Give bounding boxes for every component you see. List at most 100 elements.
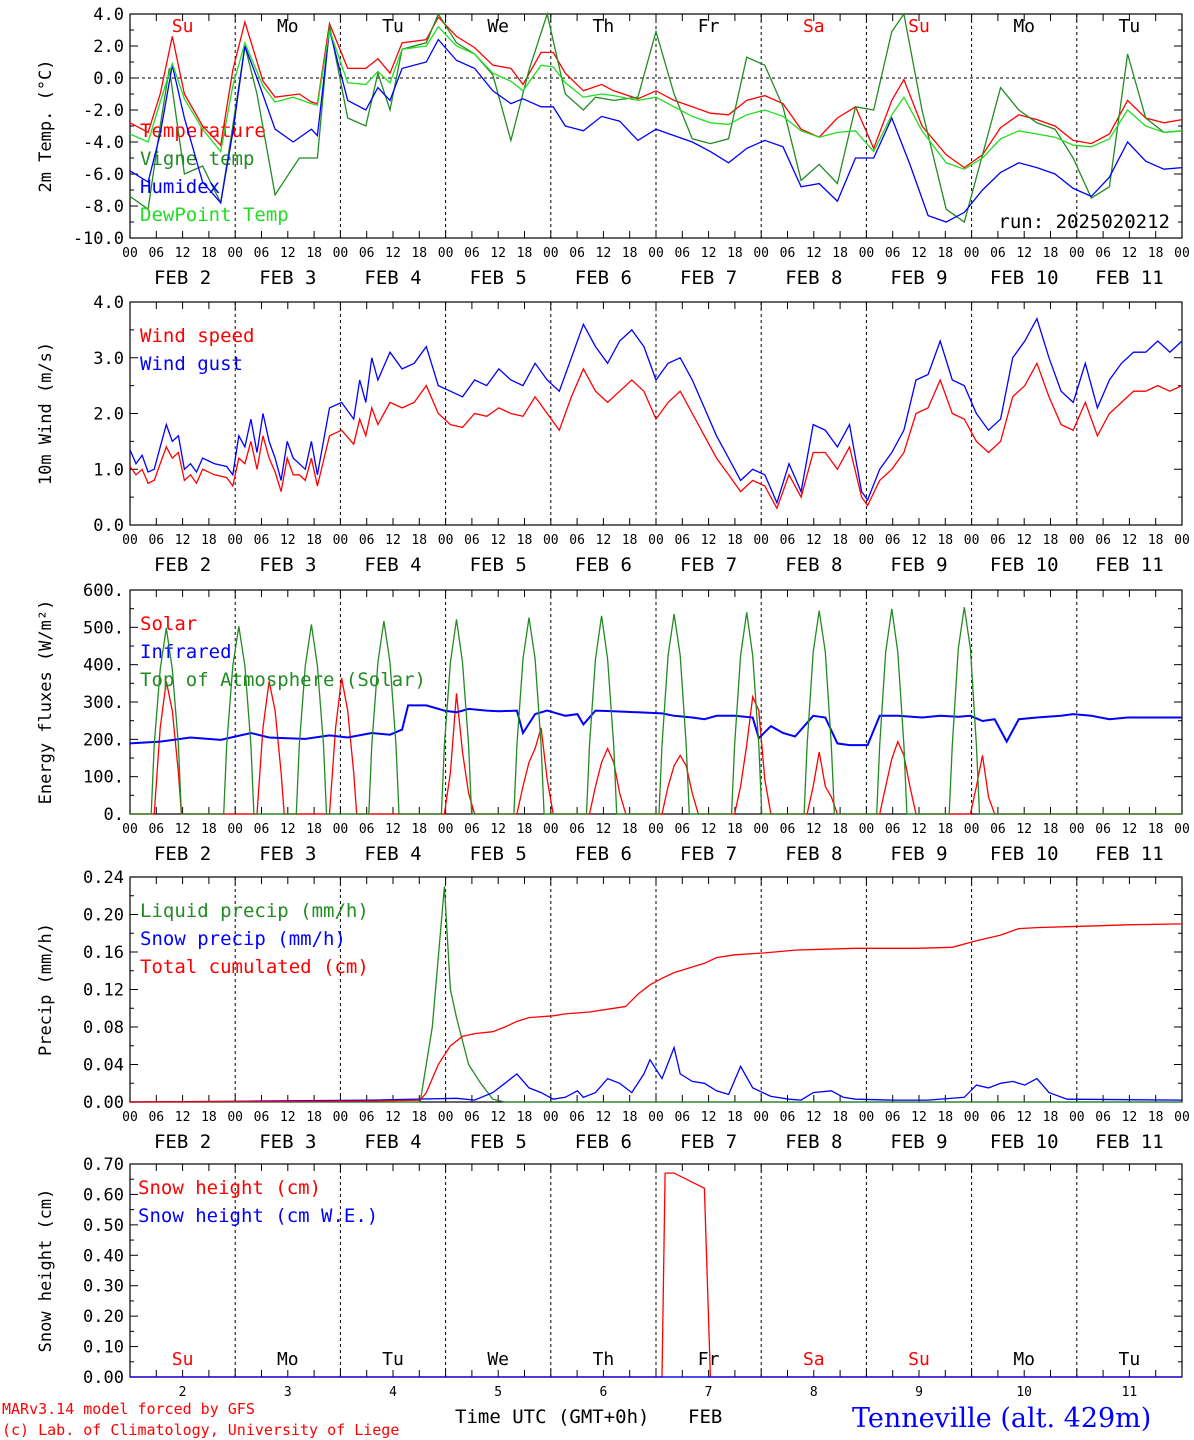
day-label: FEB 3 bbox=[259, 554, 316, 576]
hour-tick-label: 06 bbox=[464, 246, 480, 261]
hour-tick-label: 06 bbox=[148, 822, 164, 837]
y-tick-label: 1.0 bbox=[93, 460, 124, 480]
day-number-label: 8 bbox=[810, 1385, 818, 1400]
hour-tick-label: 00 bbox=[648, 1110, 664, 1125]
hour-tick-label: 12 bbox=[490, 533, 506, 548]
hour-tick-label: 12 bbox=[806, 822, 822, 837]
weekday-label: Mo bbox=[1013, 1349, 1035, 1370]
hour-tick-label: 06 bbox=[148, 533, 164, 548]
hour-tick-label: 00 bbox=[122, 246, 138, 261]
hour-tick-label: 18 bbox=[832, 822, 848, 837]
hour-tick-label: 06 bbox=[780, 246, 796, 261]
time-axis-label: Time UTC (GMT+0h) bbox=[455, 1406, 649, 1428]
hour-tick-label: 06 bbox=[990, 822, 1006, 837]
hour-tick-label: 06 bbox=[359, 822, 375, 837]
hour-tick-label: 06 bbox=[254, 822, 270, 837]
y-tick-label: 0.24 bbox=[83, 868, 124, 888]
y-axis-label: Energy fluxes (W/m²) bbox=[36, 600, 56, 805]
y-tick-label: 2.0 bbox=[93, 37, 124, 57]
hour-tick-label: 18 bbox=[517, 533, 533, 548]
y-tick-label: 600. bbox=[83, 581, 124, 601]
hour-tick-label: 00 bbox=[859, 1110, 875, 1125]
hour-tick-label: 12 bbox=[1016, 1110, 1032, 1125]
y-tick-label: 200. bbox=[83, 730, 124, 750]
y-tick-label: 0.00 bbox=[83, 1093, 124, 1113]
day-label: FEB 9 bbox=[890, 554, 947, 576]
weekday-label: Su bbox=[172, 16, 194, 37]
series-line-liquid-precip-mm-h- bbox=[130, 886, 1182, 1103]
hour-tick-label: 06 bbox=[990, 533, 1006, 548]
hour-tick-label: 00 bbox=[753, 822, 769, 837]
hour-tick-label: 12 bbox=[280, 1110, 296, 1125]
hour-tick-label: 00 bbox=[1174, 1110, 1190, 1125]
temperature-panel: 4.0 2.0 0.0 -2.0 -4.0 -6.0 -8.0 -10.0 2m Temp. (… bbox=[36, 5, 1190, 289]
hour-tick-label: 06 bbox=[674, 246, 690, 261]
hour-tick-label: 06 bbox=[569, 1110, 585, 1125]
y-axis-label: 10m Wind (m/s) bbox=[36, 342, 56, 485]
hour-tick-label: 12 bbox=[1122, 822, 1138, 837]
series-line-total-cumulated-cm- bbox=[129, 923, 1183, 1103]
hour-tick-label: 12 bbox=[806, 533, 822, 548]
hour-tick-label: 00 bbox=[1069, 1110, 1085, 1125]
weekday-label: Fr bbox=[698, 16, 720, 37]
weekday-label: We bbox=[487, 16, 509, 37]
hour-tick-label: 18 bbox=[1148, 246, 1164, 261]
hour-tick-label: 12 bbox=[280, 246, 296, 261]
hour-tick-label: 06 bbox=[359, 246, 375, 261]
hour-tick-label: 00 bbox=[964, 822, 980, 837]
hour-tick-label: 06 bbox=[254, 533, 270, 548]
hour-tick-label: 00 bbox=[1174, 246, 1190, 261]
hour-tick-label: 00 bbox=[859, 533, 875, 548]
hour-tick-label: 06 bbox=[1095, 246, 1111, 261]
hour-tick-label: 12 bbox=[1016, 246, 1032, 261]
hour-tick-label: 12 bbox=[385, 246, 401, 261]
y-tick-label: 0. bbox=[104, 805, 124, 825]
hour-tick-label: 18 bbox=[517, 246, 533, 261]
day-number-label: 6 bbox=[599, 1385, 607, 1400]
hour-tick-label: 12 bbox=[1016, 822, 1032, 837]
day-label: FEB 10 bbox=[990, 267, 1059, 289]
day-number-label: 5 bbox=[494, 1385, 502, 1400]
hour-tick-label: 06 bbox=[569, 533, 585, 548]
y-tick-label: 2.0 bbox=[93, 405, 124, 425]
y-tick-label: 4.0 bbox=[93, 293, 124, 313]
hour-tick-label: 06 bbox=[359, 533, 375, 548]
hour-tick-label: 12 bbox=[911, 1110, 927, 1125]
hour-tick-label: 18 bbox=[832, 1110, 848, 1125]
series-line-snow-precip-mm-h- bbox=[129, 1045, 1183, 1103]
hour-tick-label: 00 bbox=[1069, 822, 1085, 837]
hour-tick-label: 18 bbox=[1043, 1110, 1059, 1125]
day-label: FEB 11 bbox=[1095, 1131, 1164, 1153]
plot-frame bbox=[129, 301, 1183, 526]
day-label: FEB 9 bbox=[890, 267, 947, 289]
series-line-wind-speed bbox=[129, 361, 1183, 510]
run-label: run: 2025020212 bbox=[998, 211, 1170, 233]
hour-tick-label: 18 bbox=[727, 1110, 743, 1125]
hour-tick-label: 18 bbox=[727, 822, 743, 837]
hour-tick-label: 12 bbox=[1016, 533, 1032, 548]
weekday-label: Sa bbox=[803, 16, 825, 37]
day-number-label: 2 bbox=[179, 1385, 187, 1400]
hour-tick-label: 18 bbox=[306, 533, 322, 548]
y-tick-label: 0.40 bbox=[83, 1246, 124, 1266]
day-label: FEB 5 bbox=[470, 843, 527, 865]
hour-tick-label: 00 bbox=[438, 246, 454, 261]
y-tick-label: 0.70 bbox=[83, 1155, 124, 1175]
hour-tick-label: 06 bbox=[885, 246, 901, 261]
hour-tick-label: 18 bbox=[1043, 246, 1059, 261]
hour-tick-label: 12 bbox=[385, 822, 401, 837]
hour-tick-label: 12 bbox=[596, 822, 612, 837]
day-label: FEB 3 bbox=[259, 843, 316, 865]
day-label: FEB 2 bbox=[154, 267, 211, 289]
day-number-label: 4 bbox=[389, 1385, 397, 1400]
day-label: FEB 7 bbox=[680, 554, 737, 576]
hour-tick-label: 00 bbox=[333, 822, 349, 837]
legend-entry: Total cumulated (cm) bbox=[140, 956, 369, 978]
y-tick-label: 0.50 bbox=[83, 1216, 124, 1236]
hour-tick-label: 12 bbox=[490, 246, 506, 261]
day-label: FEB 11 bbox=[1095, 554, 1164, 576]
hour-tick-label: 12 bbox=[701, 533, 717, 548]
day-label: FEB 6 bbox=[575, 843, 632, 865]
hour-tick-label: 12 bbox=[385, 1110, 401, 1125]
hour-tick-label: 06 bbox=[464, 1110, 480, 1125]
